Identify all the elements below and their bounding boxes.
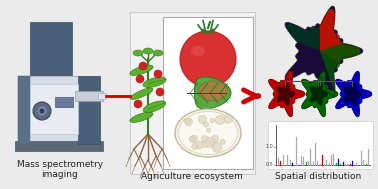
Polygon shape xyxy=(320,43,360,63)
Text: 0.5: 0.5 xyxy=(265,163,273,167)
Circle shape xyxy=(212,143,222,152)
Circle shape xyxy=(39,108,45,114)
Circle shape xyxy=(210,118,215,123)
Polygon shape xyxy=(143,101,166,112)
Polygon shape xyxy=(310,83,328,105)
Bar xyxy=(15,141,103,151)
Text: Mass spectrometry
imaging: Mass spectrometry imaging xyxy=(17,160,103,179)
Polygon shape xyxy=(302,71,338,117)
Circle shape xyxy=(154,70,162,78)
Circle shape xyxy=(185,118,192,126)
Polygon shape xyxy=(319,9,344,51)
Circle shape xyxy=(202,141,209,148)
Circle shape xyxy=(136,75,144,83)
Circle shape xyxy=(195,141,203,149)
Bar xyxy=(55,97,73,107)
Circle shape xyxy=(223,115,232,123)
Ellipse shape xyxy=(133,50,143,56)
Polygon shape xyxy=(130,112,153,122)
Circle shape xyxy=(156,88,164,96)
Text: 1.0: 1.0 xyxy=(265,145,273,149)
Circle shape xyxy=(215,115,225,125)
Bar xyxy=(18,76,30,144)
Polygon shape xyxy=(269,71,305,117)
Ellipse shape xyxy=(198,81,228,101)
Circle shape xyxy=(192,144,198,150)
Polygon shape xyxy=(130,65,153,75)
Ellipse shape xyxy=(153,50,163,56)
Text: Agriculture ecosystem: Agriculture ecosystem xyxy=(141,172,243,181)
Circle shape xyxy=(220,139,225,144)
Circle shape xyxy=(139,62,147,70)
Circle shape xyxy=(211,141,215,145)
Polygon shape xyxy=(320,43,360,91)
Circle shape xyxy=(205,138,215,147)
Circle shape xyxy=(198,115,207,124)
Bar xyxy=(30,22,72,84)
Circle shape xyxy=(212,135,219,142)
Ellipse shape xyxy=(175,109,241,157)
Circle shape xyxy=(134,100,142,108)
Circle shape xyxy=(206,128,211,132)
Polygon shape xyxy=(336,71,372,117)
Ellipse shape xyxy=(191,46,205,56)
Polygon shape xyxy=(302,71,338,117)
Circle shape xyxy=(210,141,215,146)
Circle shape xyxy=(180,31,236,87)
Polygon shape xyxy=(195,77,231,109)
Bar xyxy=(163,17,253,169)
Polygon shape xyxy=(130,88,153,99)
Polygon shape xyxy=(344,83,362,105)
Bar xyxy=(78,76,100,144)
Bar xyxy=(130,12,255,174)
Circle shape xyxy=(189,136,195,142)
Text: Spatial distribution: Spatial distribution xyxy=(275,172,361,181)
Bar xyxy=(75,91,103,101)
Circle shape xyxy=(185,118,190,123)
Bar xyxy=(30,84,78,134)
Bar xyxy=(98,93,106,99)
Polygon shape xyxy=(287,24,320,51)
Polygon shape xyxy=(143,77,166,87)
Circle shape xyxy=(191,135,198,143)
Bar xyxy=(268,121,373,169)
Circle shape xyxy=(201,136,209,143)
Bar xyxy=(18,76,98,144)
Circle shape xyxy=(33,102,51,120)
Polygon shape xyxy=(285,6,363,96)
Circle shape xyxy=(203,122,209,127)
Polygon shape xyxy=(269,71,305,117)
Ellipse shape xyxy=(178,112,238,154)
Polygon shape xyxy=(277,83,295,105)
Polygon shape xyxy=(336,71,372,117)
Circle shape xyxy=(37,106,47,116)
Ellipse shape xyxy=(143,48,153,54)
